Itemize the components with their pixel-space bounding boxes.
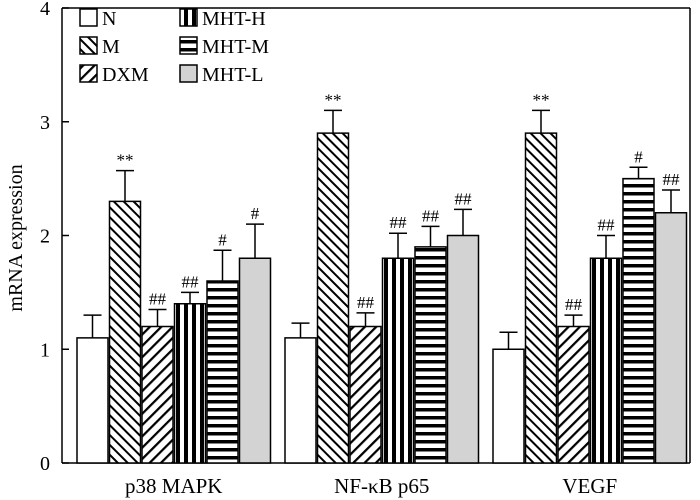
- legend-swatch-dxm: [79, 64, 98, 83]
- bar-mht-h-0: [173, 303, 207, 464]
- bar-dxm-2: [557, 325, 590, 464]
- legend-label-mht-m: MHT-M: [202, 36, 269, 58]
- bar-mht-h-1: [381, 257, 415, 464]
- bar-n-2: [492, 348, 525, 464]
- legend-label-n: N: [102, 8, 116, 30]
- bar-m-2: [524, 132, 558, 464]
- significance-label: #: [251, 204, 260, 223]
- significance-label: **: [117, 151, 134, 170]
- bar-m-1: [316, 132, 350, 464]
- legend-swatch-mht-m: [179, 36, 198, 55]
- x-tick-label: p38 MAPK: [125, 474, 222, 498]
- significance-label: **: [533, 90, 550, 109]
- x-tick-label: NF-κB p65: [334, 474, 429, 498]
- y-tick-label: 2: [40, 226, 50, 248]
- legend-label-mht-l: MHT-L: [202, 64, 263, 86]
- bar-dxm-1: [349, 325, 382, 464]
- legend-label-m: M: [102, 36, 120, 58]
- legend-label-dxm: DXM: [102, 64, 149, 86]
- bar-n-1: [284, 337, 317, 464]
- significance-label: ##: [357, 293, 375, 312]
- significance-label: ##: [598, 216, 616, 235]
- y-tick-label: 4: [40, 0, 50, 20]
- bar-dxm-0: [141, 325, 174, 464]
- bar-mht-m-0: [206, 280, 239, 464]
- significance-label: ##: [182, 272, 200, 291]
- axes: 0 1 2 3 4 p38 MAPK NF-κB p65 VEGF: [40, 0, 691, 498]
- legend-label-mht-h: MHT-H: [202, 8, 266, 30]
- legend-swatch-mht-l: [179, 64, 198, 83]
- bars-group: **######**#### ####**#######: [76, 90, 688, 464]
- y-tick-label: 3: [40, 112, 50, 134]
- y-tick-label: 0: [40, 453, 50, 475]
- bar-mht-l-2: [654, 212, 688, 464]
- legend-swatch-n: [79, 8, 98, 27]
- y-axis-label: mRNA expression: [5, 164, 27, 311]
- significance-label: #: [218, 230, 227, 249]
- bar-mht-h-2: [589, 257, 623, 464]
- legend: NM DXM MHT-H MHT-M MHT-L: [79, 8, 269, 86]
- legend-swatch-m: [79, 36, 98, 55]
- bar-m-0: [108, 200, 142, 464]
- x-tick-label: VEGF: [562, 474, 617, 498]
- significance-label: ##: [565, 295, 583, 314]
- bar-n-0: [76, 337, 109, 464]
- bar-mht-l-0: [238, 257, 272, 464]
- significance-label: ##: [149, 289, 167, 308]
- significance-label: ##: [390, 213, 408, 232]
- legend-swatch-mht-h: [179, 8, 198, 27]
- significance-label: ##: [455, 189, 473, 208]
- y-tick-label: 1: [40, 339, 50, 361]
- significance-label: **: [325, 90, 342, 109]
- bar-mht-m-1: [414, 246, 447, 464]
- bar-mht-m-2: [622, 177, 655, 464]
- significance-label: ##: [422, 206, 440, 225]
- significance-label: ##: [663, 170, 681, 189]
- bar-mht-l-1: [446, 234, 480, 464]
- significance-label: #: [634, 147, 643, 166]
